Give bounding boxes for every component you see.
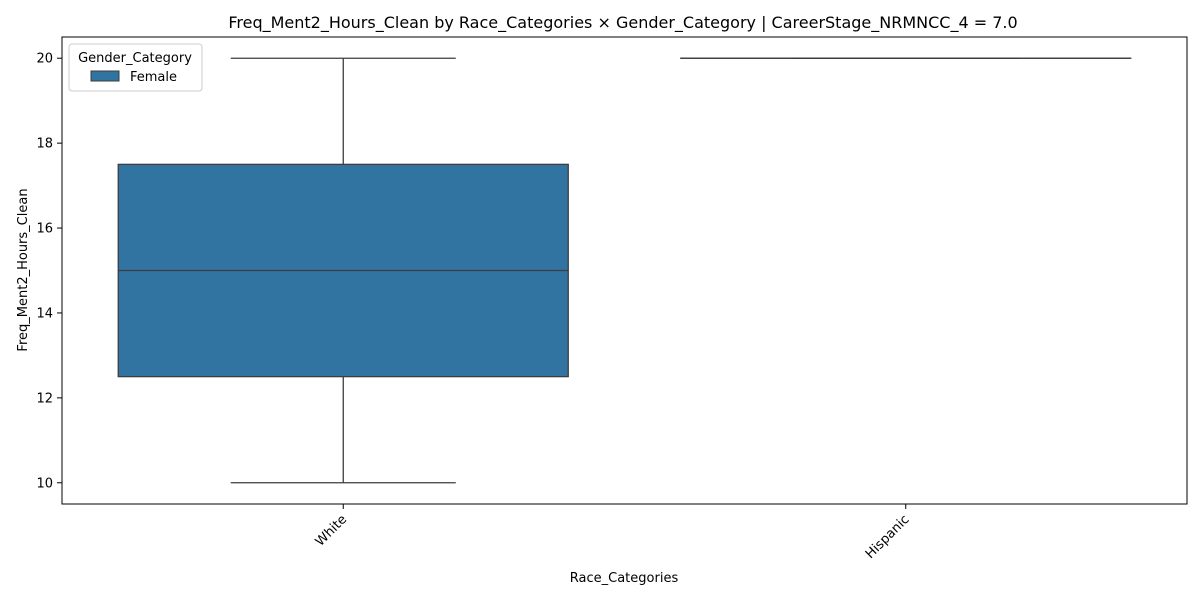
y-tick-label-20: 20 [36,52,53,67]
y-axis: 10 12 14 16 18 20 [36,52,62,491]
plot-frame [61,36,1188,505]
chart-title: Freq_Ment2_Hours_Clean by Race_Categorie… [228,13,1017,33]
x-axis-label: Race_Categories [570,571,679,586]
legend: Gender_Category Female [68,43,203,92]
legend-entry-female: Female [130,70,177,85]
y-tick-label-14: 14 [36,306,53,321]
box-white [117,57,569,484]
y-tick-label-10: 10 [36,476,53,491]
x-tick-label-white: White [313,512,350,549]
plot-area [117,57,1132,484]
y-axis-label: Freq_Ment2_Hours_Clean [16,188,31,351]
y-tick-label-16: 16 [36,222,53,237]
x-axis: White Hispanic [313,504,913,562]
y-tick-label-12: 12 [36,391,53,406]
y-tick-label-18: 18 [36,137,53,152]
x-tick-label-hispanic: Hispanic [863,512,913,562]
legend-swatch-female [90,70,120,82]
legend-title: Gender_Category [78,51,192,66]
